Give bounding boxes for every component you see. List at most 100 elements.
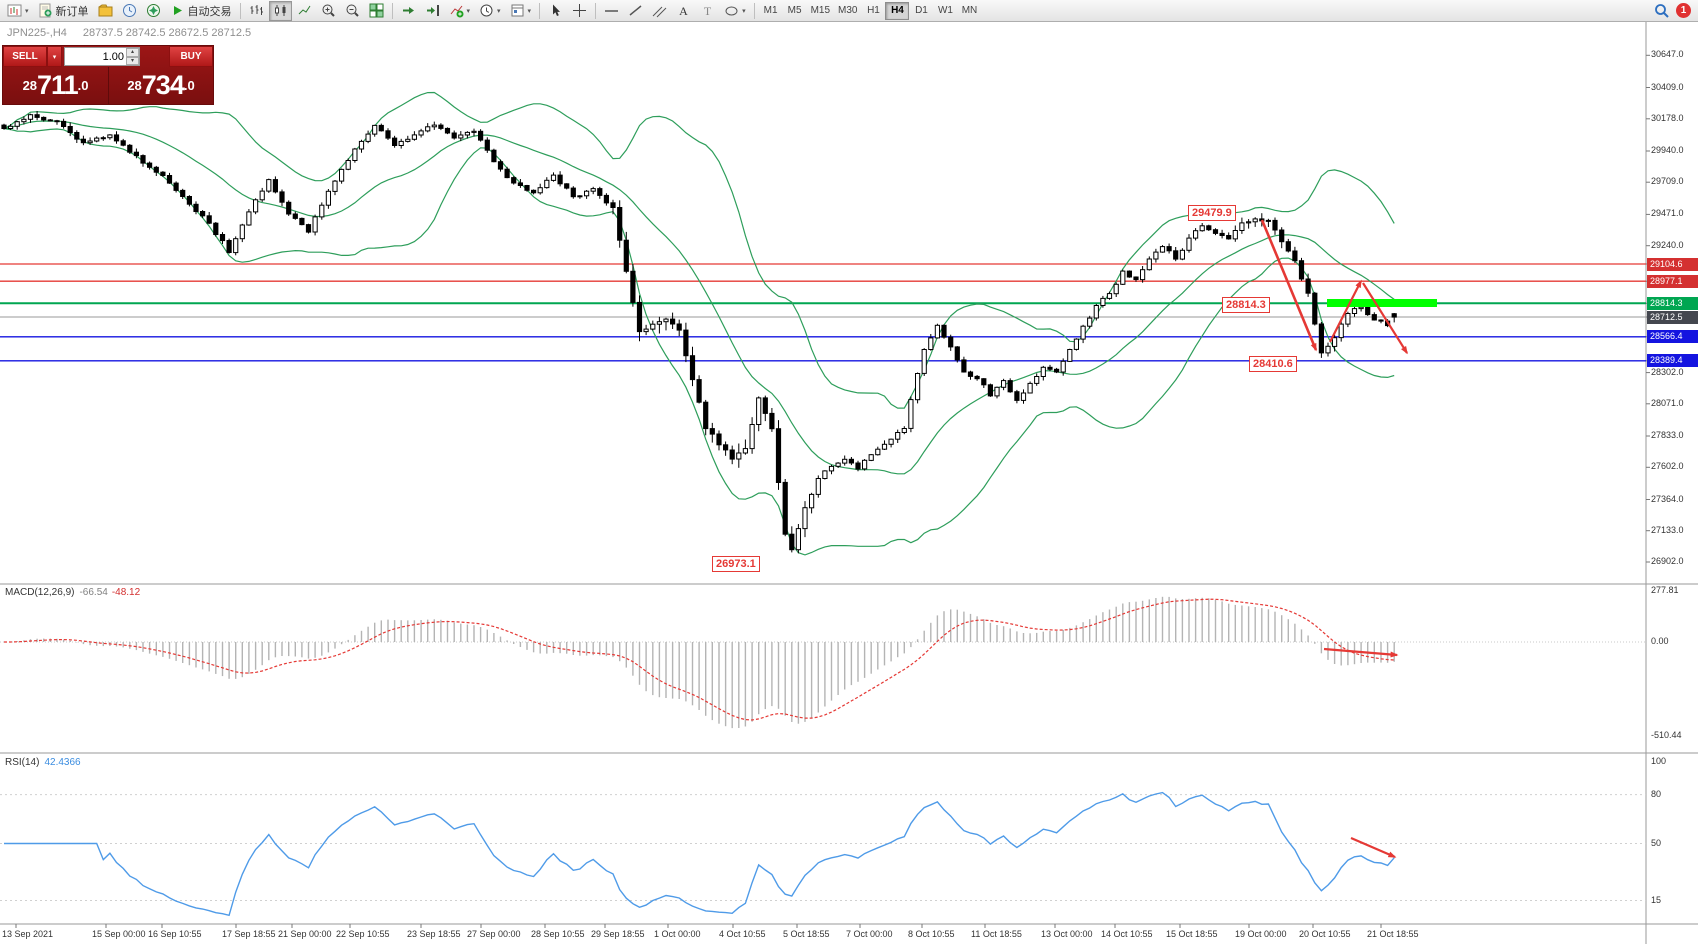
- main-toolbar: ▾ 新订单 自动交易 ▾: [0, 0, 1698, 22]
- line-chart-button[interactable]: [293, 1, 316, 21]
- highlight-zone: [1327, 299, 1437, 307]
- horizontal-line-icon: [605, 10, 619, 12]
- timeframe-mn-button[interactable]: MN: [957, 2, 981, 20]
- toolbar-separator: [239, 2, 241, 19]
- indicators-icon: [450, 5, 464, 18]
- profiles-folder-icon: [98, 4, 113, 17]
- bid-price[interactable]: 28 711.0: [22, 70, 89, 100]
- search-button[interactable]: [1654, 3, 1670, 19]
- volume-up-button[interactable]: ▴: [126, 48, 139, 57]
- timeframe-m15-button[interactable]: M15: [807, 2, 834, 20]
- macd-flat-arrow: [1323, 647, 1399, 658]
- timeframe-group: M1 M5 M15 M30 H1 H4 D1 W1 MN: [759, 1, 982, 20]
- tile-windows-button[interactable]: [365, 1, 388, 21]
- cursor-icon: [553, 4, 561, 16]
- shapes-button[interactable]: ▾: [720, 1, 750, 21]
- trendline-button[interactable]: [624, 1, 647, 21]
- navigator-icon: [146, 4, 160, 17]
- ohlc-values: 28737.5 28742.5 28672.5 28712.5: [82, 27, 252, 39]
- price-axis-ticks: [1646, 54, 1650, 563]
- timeframe-d1-button[interactable]: D1: [909, 2, 933, 20]
- candles: [1, 111, 1397, 554]
- rsi-indicator-label: RSI(14) 42.4366: [5, 757, 81, 768]
- text-label-button[interactable]: T: [696, 1, 719, 21]
- timeframe-h4-button[interactable]: H4: [885, 1, 910, 20]
- time-axis-ticks: [15, 924, 1382, 928]
- trade-options-caret[interactable]: ▾: [47, 46, 62, 67]
- toolbar-separator: [753, 2, 755, 19]
- text-button[interactable]: A: [672, 1, 695, 21]
- tile-windows-icon: [369, 3, 384, 18]
- rsi-value: 42.4366: [44, 757, 81, 768]
- macd-plot: [0, 596, 1646, 729]
- profiles-button[interactable]: [94, 1, 117, 21]
- auto-trading-button[interactable]: 自动交易: [166, 1, 236, 21]
- candlestick-chart-button[interactable]: [268, 0, 292, 21]
- zoom-in-button[interactable]: [317, 1, 340, 21]
- templates-button[interactable]: ▾: [506, 1, 536, 21]
- bar-chart-icon: [250, 5, 263, 15]
- new-order-button[interactable]: 新订单: [34, 1, 93, 21]
- volume-down-button[interactable]: ▾: [126, 56, 139, 65]
- trend-arrows: [1260, 219, 1408, 859]
- volume-spin-buttons: ▴ ▾: [126, 48, 139, 65]
- chevron-down-icon: ▾: [466, 7, 471, 15]
- toolbar-separator: [595, 2, 597, 19]
- volume-input[interactable]: [65, 48, 126, 65]
- price-callout[interactable]: 29479.9: [1188, 205, 1236, 221]
- new-chart-button[interactable]: ▾: [3, 1, 33, 21]
- rsi-plot: [0, 791, 1646, 917]
- timeframe-m5-button[interactable]: M5: [783, 2, 807, 20]
- zoom-out-icon: [346, 4, 359, 17]
- horizontal-line-button[interactable]: [600, 1, 623, 21]
- bollinger-bands: [3, 91, 1395, 556]
- chevron-down-icon: ▾: [527, 7, 532, 15]
- play-icon: [173, 6, 182, 15]
- timeframe-w1-button[interactable]: W1: [933, 2, 957, 20]
- macd-name: MACD(12,26,9): [5, 587, 75, 598]
- downtrend-arrow: [1260, 219, 1318, 352]
- auto-scroll-icon: [402, 7, 414, 14]
- price-callout[interactable]: 26973.1: [712, 556, 760, 572]
- crosshair-button[interactable]: [568, 1, 591, 21]
- notification-badge[interactable]: 1: [1676, 3, 1691, 18]
- symbol-period: JPN225-,H4: [7, 27, 67, 39]
- timeframe-m30-button[interactable]: M30: [834, 2, 861, 20]
- crosshair-icon: [573, 4, 587, 17]
- macd-main-value: -66.54: [79, 587, 108, 598]
- candlestick-icon: [274, 5, 286, 16]
- sell-button[interactable]: SELL: [3, 46, 47, 67]
- market-watch-button[interactable]: [118, 1, 141, 21]
- navigator-button[interactable]: [142, 1, 165, 21]
- auto-trading-label: 自动交易: [187, 5, 232, 18]
- bar-chart-button[interactable]: [245, 1, 268, 21]
- panel-separators: [0, 22, 1698, 944]
- chevron-down-icon: ▾: [497, 7, 501, 15]
- chart-shift-button[interactable]: [421, 1, 444, 21]
- timeframe-h1-button[interactable]: H1: [861, 2, 885, 20]
- cursor-button[interactable]: [544, 1, 567, 21]
- buy-button[interactable]: BUY: [169, 46, 213, 67]
- ask-price[interactable]: 28 734.0: [108, 67, 213, 104]
- trendline-icon: [629, 5, 642, 16]
- zoom-in-icon: [322, 4, 335, 17]
- price-callout[interactable]: 28814.3: [1222, 297, 1270, 313]
- timeframe-m1-button[interactable]: M1: [759, 2, 783, 20]
- volume-stepper: ▴ ▾: [64, 47, 140, 66]
- zoom-out-button[interactable]: [341, 1, 364, 21]
- indicators-button[interactable]: ▾: [445, 1, 475, 21]
- new-order-label: 新订单: [55, 5, 89, 18]
- chart-window-icon: [7, 4, 22, 17]
- price-level-lines: [0, 263, 1646, 362]
- ellipse-shape-icon: [725, 6, 738, 16]
- template-icon: [511, 4, 524, 17]
- periods-button[interactable]: ▾: [475, 1, 505, 21]
- price-callout[interactable]: 28410.6: [1249, 356, 1297, 372]
- channel-button[interactable]: [648, 1, 671, 21]
- chevron-down-icon: ▾: [742, 7, 746, 15]
- auto-scroll-button[interactable]: [397, 1, 420, 21]
- macd-indicator-label: MACD(12,26,9) -66.54 -48.12: [5, 587, 140, 598]
